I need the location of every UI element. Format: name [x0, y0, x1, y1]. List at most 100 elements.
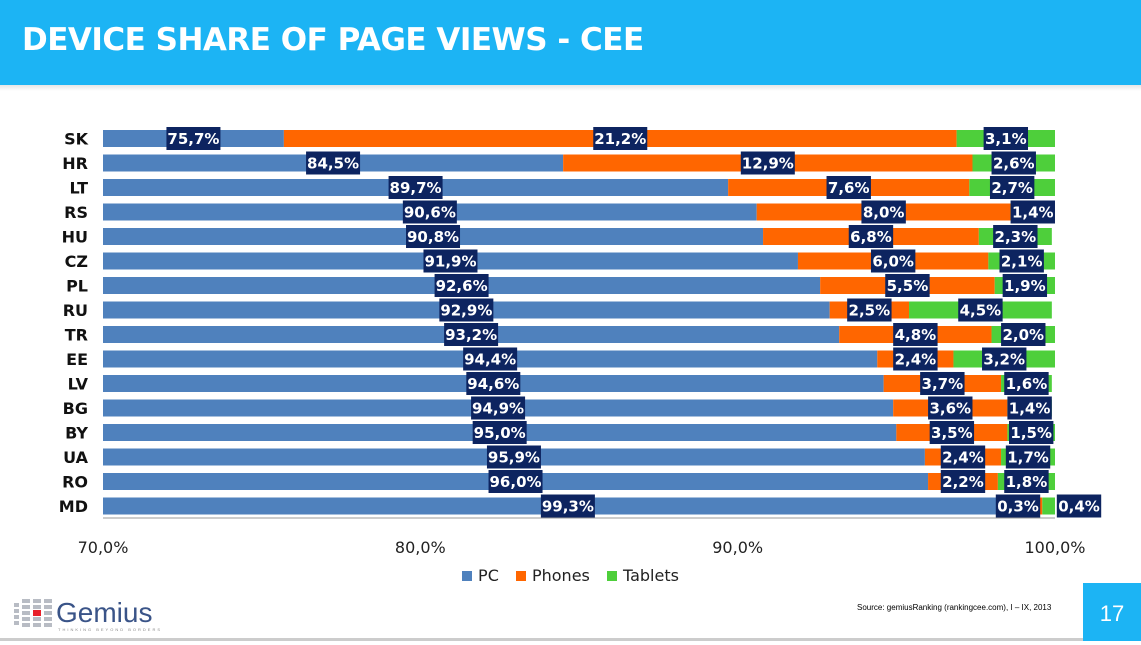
bar-tablets — [1042, 497, 1055, 515]
data-label-pc: 96,0% — [490, 473, 542, 491]
data-label-bg — [471, 396, 526, 420]
data-label-pc: 90,8% — [407, 228, 459, 246]
data-label-tablets: 1,4% — [1009, 400, 1051, 418]
data-label-bg — [1004, 372, 1049, 395]
data-label-tablets: 1,4% — [1012, 204, 1054, 222]
data-label-bg — [1009, 421, 1054, 444]
legend-swatch — [515, 571, 526, 581]
data-label-tablets: 1,9% — [1004, 277, 1046, 295]
data-label-pc: 94,9% — [472, 400, 524, 418]
category-label: EE — [66, 350, 88, 369]
data-label-pc: 92,9% — [440, 302, 492, 320]
data-label-tablets: 3,1% — [985, 130, 1027, 148]
data-label-bg — [472, 421, 527, 444]
data-label-bg — [885, 274, 930, 297]
data-label-bg — [929, 421, 975, 444]
x-tick-label: 70,0% — [78, 538, 129, 557]
data-label-bg — [995, 494, 1041, 518]
legend-swatch — [462, 571, 473, 581]
data-label-bg — [593, 127, 648, 150]
data-label-bg — [870, 249, 916, 273]
category-label: RO — [62, 473, 88, 492]
data-label-bg — [940, 445, 986, 469]
legend-item-pc: PC — [462, 566, 499, 585]
data-label-phones: 2,2% — [942, 473, 984, 491]
legend-swatch — [606, 571, 617, 581]
data-label-bg — [848, 225, 894, 248]
data-label-bg — [486, 445, 541, 469]
data-label-pc: 94,6% — [467, 375, 519, 393]
data-label-bg — [1007, 396, 1052, 420]
data-label-phones: 4,8% — [895, 326, 937, 344]
data-label-phones: 21,2% — [594, 130, 646, 148]
category-label: MD — [59, 497, 88, 516]
data-label-bg — [444, 323, 499, 346]
data-label-bg — [306, 151, 361, 175]
data-label-bg — [434, 274, 489, 297]
data-label-bg — [463, 347, 518, 371]
data-label-bg — [1056, 494, 1102, 518]
legend-item-tablets: Tablets — [606, 566, 679, 585]
data-label-bg — [928, 396, 973, 420]
data-label-pc: 91,9% — [424, 253, 476, 271]
data-label-bg — [989, 176, 1035, 199]
data-label-bg — [893, 323, 938, 346]
category-label: HR — [62, 154, 88, 173]
data-label-bg — [1001, 323, 1046, 346]
data-label-pc: 75,7% — [167, 130, 219, 148]
data-label-phones: 6,0% — [872, 253, 914, 271]
data-label-phones: 3,7% — [922, 375, 964, 393]
svg-text:THINKING BEYOND BORDERS: THINKING BEYOND BORDERS — [58, 627, 162, 632]
source-note: Source: gemiusRanking (rankingcee.com), … — [857, 603, 1052, 612]
data-label-pc: 99,3% — [542, 498, 594, 516]
category-label: HU — [62, 228, 88, 247]
legend: PC Phones Tablets — [0, 566, 1141, 585]
data-label-tablets: 1,6% — [1006, 375, 1048, 393]
data-label-bg — [847, 298, 892, 322]
data-label-tablets: 1,5% — [1010, 424, 1052, 442]
data-label-bg — [1004, 470, 1049, 493]
data-label-bg — [166, 127, 221, 150]
data-label-pc: 89,7% — [390, 179, 442, 197]
x-tick-label: 100,0% — [1024, 538, 1085, 557]
data-label-bg — [439, 298, 494, 322]
data-label-tablets: 0,4% — [1058, 498, 1100, 516]
data-label-bg — [991, 151, 1036, 175]
category-label: SK — [64, 130, 89, 149]
data-label-tablets: 1,8% — [1006, 473, 1048, 491]
data-label-tablets: 2,1% — [1001, 253, 1043, 271]
data-label-phones: 2,5% — [849, 302, 891, 320]
data-label-bg — [1005, 445, 1051, 469]
data-label-phones: 7,6% — [828, 179, 870, 197]
page-title: DEVICE SHARE OF PAGE VIEWS - CEE — [22, 22, 644, 58]
data-label-phones: 12,9% — [742, 155, 794, 173]
data-label-phones: 6,8% — [850, 228, 892, 246]
x-tick-label: 90,0% — [712, 538, 763, 557]
data-label-phones: 0,3% — [997, 498, 1039, 516]
category-label: TR — [65, 326, 88, 345]
data-label-bg — [540, 494, 595, 518]
divider — [0, 638, 1083, 641]
data-label-tablets: 1,7% — [1007, 449, 1049, 467]
data-label-bg — [999, 249, 1044, 273]
data-label-bg — [993, 225, 1038, 248]
category-label: RU — [63, 301, 88, 320]
category-label: LV — [68, 375, 89, 394]
data-label-tablets: 4,5% — [960, 302, 1002, 320]
category-label: CZ — [65, 252, 88, 271]
data-label-bg — [893, 347, 938, 371]
category-label: UA — [63, 448, 89, 467]
category-label: PL — [66, 277, 88, 296]
data-label-phones: 8,0% — [863, 204, 905, 222]
legend-label: Tablets — [622, 566, 679, 585]
data-label-phones: 2,4% — [895, 351, 937, 369]
data-label-bg — [466, 372, 521, 395]
legend-label: PC — [478, 566, 499, 585]
header-shadow — [0, 85, 1141, 91]
data-label-phones: 5,5% — [887, 277, 929, 295]
stacked-bar-chart: SK HR LT RS HU CZ PL RU TR EE LV BG BY UA RO MD 75,7% 21,… — [59, 127, 1102, 557]
data-label-bg — [826, 176, 871, 199]
data-label-pc: 84,5% — [307, 155, 359, 173]
data-label-pc: 93,2% — [445, 326, 497, 344]
data-label-tablets: 2,0% — [1002, 326, 1044, 344]
